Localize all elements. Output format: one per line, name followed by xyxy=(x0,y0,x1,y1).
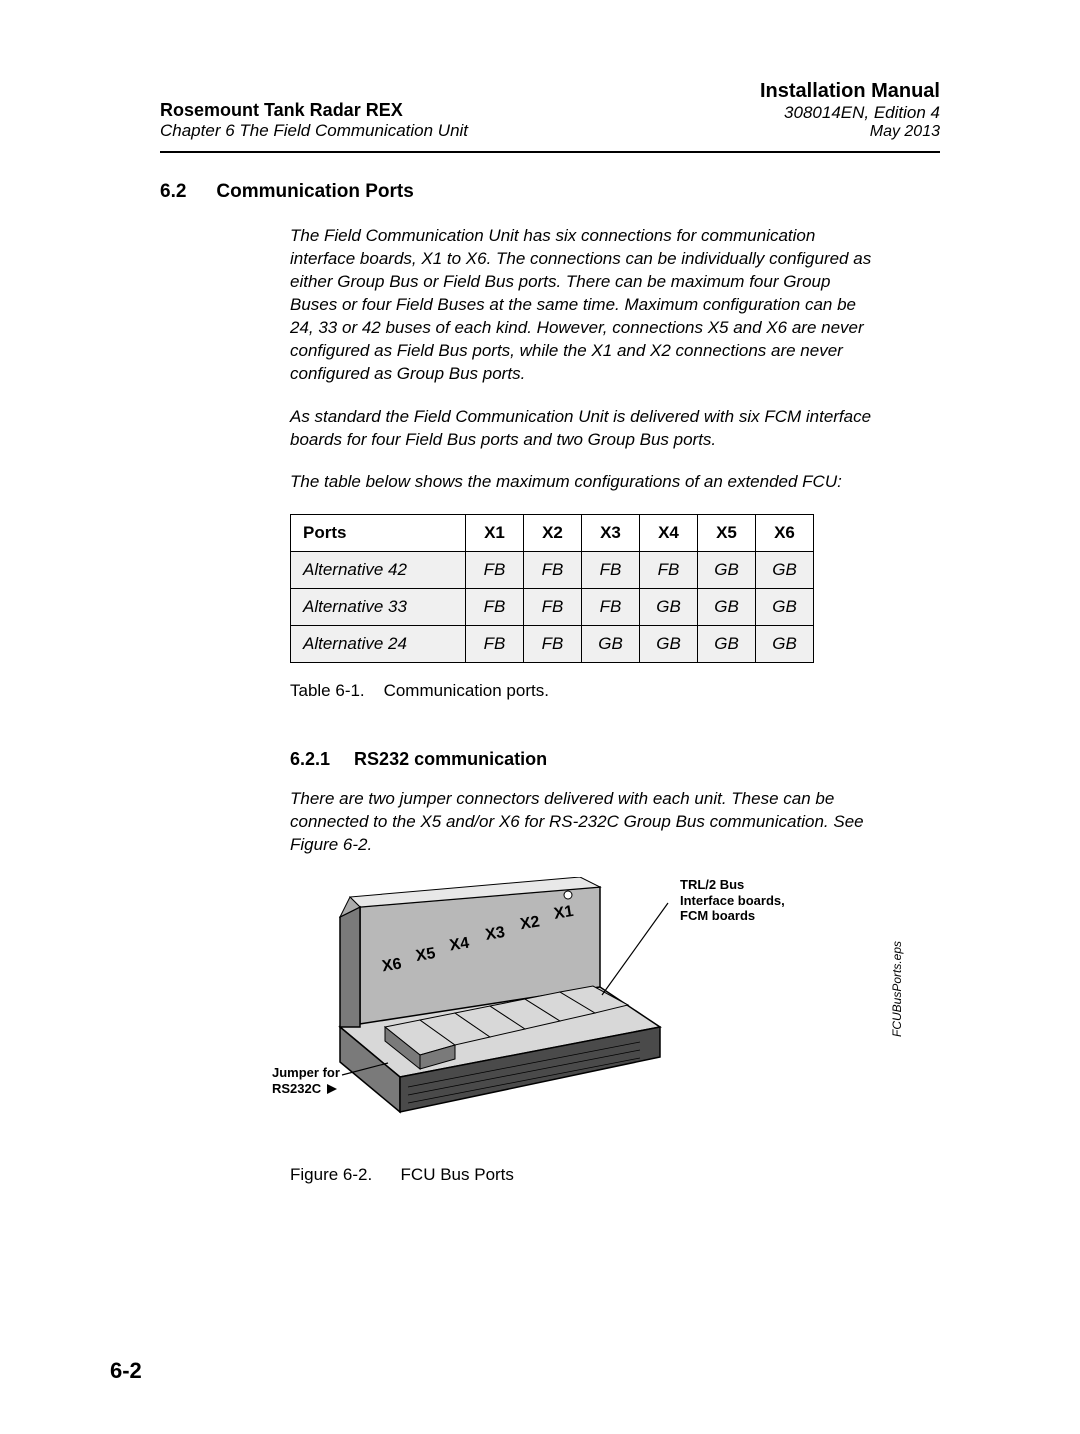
cell: GB xyxy=(698,552,756,589)
col-x1: X1 xyxy=(466,515,524,552)
chapter-title: Chapter 6 The Field Communication Unit xyxy=(160,121,468,141)
col-x6: X6 xyxy=(756,515,814,552)
cell: GB xyxy=(756,552,814,589)
col-x2: X2 xyxy=(524,515,582,552)
figure-caption-num: Figure 6-2. xyxy=(290,1165,372,1184)
cell: GB xyxy=(640,626,698,663)
table-caption-num: Table 6-1. xyxy=(290,681,365,700)
figure-block: Jumper for RS232C TRL/2 Bus Interface bo… xyxy=(290,877,940,1137)
port-label-x5: X5 xyxy=(415,945,437,965)
ports-table-wrap: Ports X1 X2 X3 X4 X5 X6 Alternative 42 F… xyxy=(290,514,940,663)
cell: GB xyxy=(698,589,756,626)
manual-title: Installation Manual xyxy=(760,80,940,103)
page-header: Rosemount Tank Radar REX Chapter 6 The F… xyxy=(160,80,940,141)
doc-id: 308014EN, Edition 4 xyxy=(760,103,940,123)
ports-table: Ports X1 X2 X3 X4 X5 X6 Alternative 42 F… xyxy=(290,514,814,663)
subsection-heading: 6.2.1 RS232 communication xyxy=(290,749,940,770)
col-x3: X3 xyxy=(582,515,640,552)
col-ports: Ports xyxy=(291,515,466,552)
cell: FB xyxy=(466,552,524,589)
table-caption: Table 6-1. Communication ports. xyxy=(290,681,940,701)
port-label-x6: X6 xyxy=(381,956,403,976)
section-para-3: The table below shows the maximum config… xyxy=(290,471,880,494)
cell: FB xyxy=(524,552,582,589)
jumper-label: Jumper for RS232C xyxy=(272,1065,357,1096)
cell: GB xyxy=(582,626,640,663)
cell: FB xyxy=(466,626,524,663)
cell: FB xyxy=(582,552,640,589)
port-label-x1: X1 xyxy=(553,903,575,923)
cell: FB xyxy=(524,589,582,626)
header-right: Installation Manual 308014EN, Edition 4 … xyxy=(760,80,940,141)
cell: GB xyxy=(640,589,698,626)
cell: GB xyxy=(756,589,814,626)
table-row: Alternative 42 FB FB FB FB GB GB xyxy=(291,552,814,589)
port-label-x2: X2 xyxy=(519,914,541,934)
section-number: 6.2 xyxy=(160,181,186,203)
figure-caption: Figure 6-2. FCU Bus Ports xyxy=(290,1165,940,1185)
row-label: Alternative 42 xyxy=(291,552,466,589)
cell: FB xyxy=(524,626,582,663)
doc-date: May 2013 xyxy=(760,123,940,141)
port-label-x3: X3 xyxy=(484,924,506,944)
cell: FB xyxy=(640,552,698,589)
cell: FB xyxy=(582,589,640,626)
figure-caption-text: FCU Bus Ports xyxy=(401,1165,514,1184)
table-row: Alternative 33 FB FB FB GB GB GB xyxy=(291,589,814,626)
cell: FB xyxy=(466,589,524,626)
eps-filename: FCUBusPorts.eps xyxy=(890,941,904,1037)
page-number: 6-2 xyxy=(110,1358,142,1384)
section-para-1: The Field Communication Unit has six con… xyxy=(290,225,880,386)
fcu-bus-ports-illustration: X6 X5 X4 X3 X2 X1 xyxy=(290,877,710,1137)
row-label: Alternative 33 xyxy=(291,589,466,626)
table-header-row: Ports X1 X2 X3 X4 X5 X6 xyxy=(291,515,814,552)
subsection-title: RS232 communication xyxy=(354,749,547,770)
header-left: Rosemount Tank Radar REX Chapter 6 The F… xyxy=(160,100,468,141)
col-x5: X5 xyxy=(698,515,756,552)
table-caption-text: Communication ports. xyxy=(384,681,549,700)
row-label: Alternative 24 xyxy=(291,626,466,663)
subsection-para: There are two jumper connectors delivere… xyxy=(290,788,880,857)
trl-label: TRL/2 Bus Interface boards, FCM boards xyxy=(680,877,785,924)
section-title: Communication Ports xyxy=(216,181,413,203)
col-x4: X4 xyxy=(640,515,698,552)
cell: GB xyxy=(756,626,814,663)
port-label-x4: X4 xyxy=(448,935,470,955)
subsection-number: 6.2.1 xyxy=(290,749,330,770)
cell: GB xyxy=(698,626,756,663)
table-row: Alternative 24 FB FB GB GB GB GB xyxy=(291,626,814,663)
leader-arrow-icon xyxy=(327,1084,357,1094)
section-para-2: As standard the Field Communication Unit… xyxy=(290,406,880,452)
product-name: Rosemount Tank Radar REX xyxy=(160,100,468,121)
section-heading: 6.2 Communication Ports xyxy=(160,181,940,203)
header-rule xyxy=(160,151,940,153)
